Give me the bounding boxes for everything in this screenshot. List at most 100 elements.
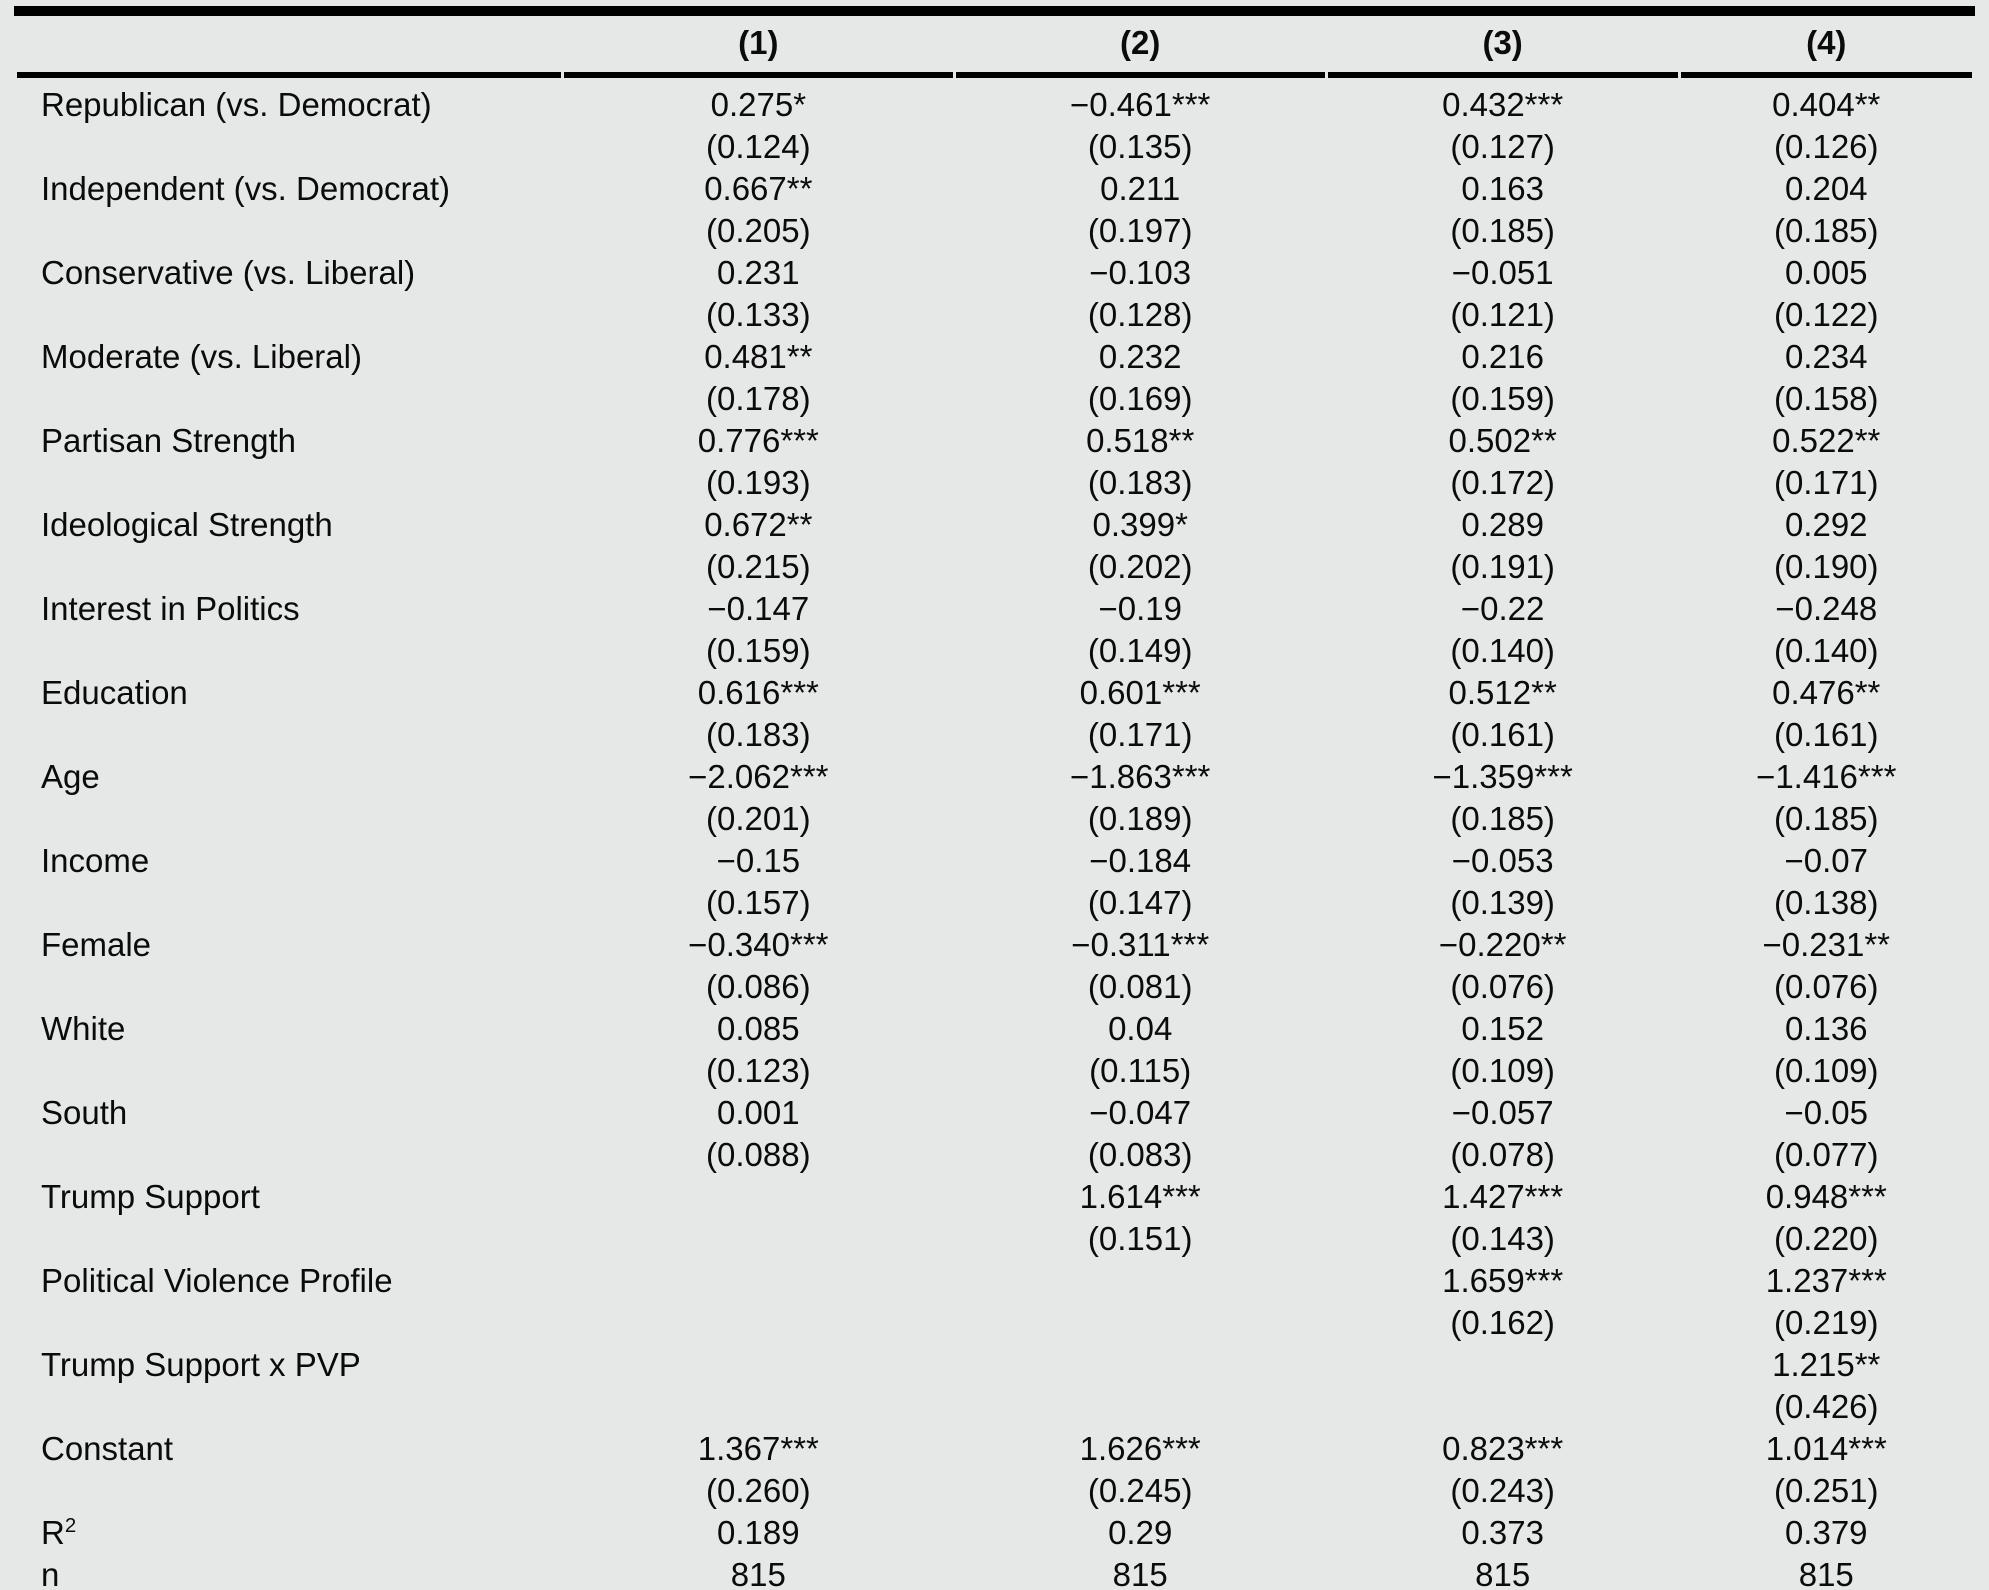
standard-error-value: (0.162) xyxy=(1450,1304,1555,1341)
standard-error-value: (0.185) xyxy=(1450,212,1555,249)
coefficient-value: 0.001 xyxy=(717,1094,800,1131)
standard-error-value: (0.201) xyxy=(706,800,811,837)
coefficient-value: 0.136 xyxy=(1784,1010,1868,1047)
standard-error-value: (0.123) xyxy=(706,1052,811,1089)
row-label: Conservative (vs. Liberal) xyxy=(41,254,416,291)
standard-error-value: (0.158) xyxy=(1773,380,1879,417)
standard-error-value: (0.157) xyxy=(706,884,811,921)
coefficient-value: 0.204 xyxy=(1784,170,1868,207)
row-label-spacer xyxy=(17,1218,561,1260)
coefficient-value xyxy=(564,1344,953,1386)
row-label-spacer xyxy=(17,966,561,1008)
row-label-spacer xyxy=(17,1470,561,1512)
standard-error-value: (0.251) xyxy=(1773,1472,1879,1509)
row-label: Constant xyxy=(41,1430,174,1467)
coefficient-value: −0.231** xyxy=(1762,926,1891,963)
row-label: Education xyxy=(41,674,188,711)
coefficient-row: Interest in Politics −0.147 −0.19 −0.22 −0.2… xyxy=(17,588,1972,630)
coefficient-value: 0.085 xyxy=(717,1010,800,1047)
row-label: Age xyxy=(41,758,100,795)
standard-error-value: (0.215) xyxy=(706,548,811,585)
coefficient-row: Conservative (vs. Liberal) 0.231 −0.103 −0.… xyxy=(17,252,1972,294)
standard-error-value: (0.172) xyxy=(1450,464,1555,501)
coefficient-value: 0.948*** xyxy=(1765,1178,1887,1215)
standard-error-value: (0.190) xyxy=(1773,548,1879,585)
coefficient-value: 1.215** xyxy=(1772,1346,1881,1383)
standard-error-row: (0.215) (0.202) (0.191) (0.190) xyxy=(17,546,1972,588)
coefficient-value: −0.220** xyxy=(1438,926,1567,963)
stat-label-text: R xyxy=(41,1514,65,1551)
standard-error-value xyxy=(1328,1386,1678,1428)
coefficient-value: 0.163 xyxy=(1461,170,1544,207)
coefficient-value: 1.427*** xyxy=(1442,1178,1564,1215)
coefficient-value: 1.614*** xyxy=(1079,1178,1201,1215)
standard-error-value: (0.109) xyxy=(1450,1052,1555,1089)
row-label: South xyxy=(41,1094,128,1131)
coefficient-value: 1.237*** xyxy=(1765,1262,1887,1299)
standard-error-value: (0.185) xyxy=(1773,800,1879,837)
stat-label-text: n xyxy=(41,1556,60,1590)
regression-table: (1) (2) (3) (4) Republican (vs. Democrat… xyxy=(14,16,1975,1590)
standard-error-row: (0.178) (0.169) (0.159) (0.158) xyxy=(17,378,1972,420)
coefficient-value: −2.062*** xyxy=(688,758,829,795)
standard-error-value: (0.081) xyxy=(1087,968,1193,1005)
standard-error-row: (0.205) (0.197) (0.185) (0.185) xyxy=(17,210,1972,252)
stat-value: 815 xyxy=(1475,1556,1531,1590)
standard-error-value: (0.115) xyxy=(1089,1052,1192,1089)
coefficient-value: −0.461*** xyxy=(1070,86,1211,123)
standard-error-row: (0.124) (0.135) (0.127) (0.126) xyxy=(17,126,1972,168)
column-header-model-4: (4) xyxy=(1680,16,1972,78)
coefficient-value: −0.340*** xyxy=(688,926,829,963)
standard-error-value: (0.151) xyxy=(1087,1220,1193,1257)
standard-error-value: (0.147) xyxy=(1087,884,1193,921)
coefficient-value: −0.103 xyxy=(1089,254,1192,291)
coefficient-row: Trump Support x PVP 1.215** xyxy=(17,1344,1972,1386)
row-label: Political Violence Profile xyxy=(41,1262,393,1299)
header-row: (1) (2) (3) (4) xyxy=(17,16,1972,78)
row-label-spacer xyxy=(17,1134,561,1176)
coefficient-value: 0.292 xyxy=(1784,506,1868,543)
standard-error-value: (0.169) xyxy=(1087,380,1193,417)
coefficient-row: Age −2.062*** −1.863*** −1.359*** −1.416*** xyxy=(17,756,1972,798)
stat-row: R2 0.189 0.29 0.373 0.379 xyxy=(17,1512,1972,1554)
standard-error-value: (0.197) xyxy=(1087,212,1193,249)
standard-error-value: (0.121) xyxy=(1450,296,1555,333)
standard-error-value: (0.077) xyxy=(1773,1136,1879,1173)
coefficient-value: −0.07 xyxy=(1784,842,1869,879)
coefficient-value: 0.476** xyxy=(1772,674,1881,711)
coefficient-value: 0.216 xyxy=(1461,338,1544,375)
row-label-spacer xyxy=(17,546,561,588)
stat-value: 0.29 xyxy=(1108,1514,1173,1551)
coefficient-value: 0.005 xyxy=(1784,254,1868,291)
coefficient-row: Trump Support 1.614*** 1.427*** 0.948*** xyxy=(17,1176,1972,1218)
coefficient-value: −0.311*** xyxy=(1071,926,1210,963)
row-label-spacer xyxy=(17,798,561,840)
coefficient-value xyxy=(564,1260,953,1302)
stat-value: 0.189 xyxy=(717,1514,800,1551)
row-label-spacer xyxy=(17,1302,561,1344)
stat-row: n 815 815 815 815 xyxy=(17,1554,1972,1590)
coefficient-value: −0.22 xyxy=(1460,590,1545,627)
coefficient-value xyxy=(1328,1344,1678,1386)
coefficient-value: −1.416*** xyxy=(1756,758,1897,795)
standard-error-row: (0.157) (0.147) (0.139) (0.138) xyxy=(17,882,1972,924)
standard-error-row: (0.133) (0.128) (0.121) (0.122) xyxy=(17,294,1972,336)
standard-error-value: (0.178) xyxy=(706,380,811,417)
standard-error-value: (0.149) xyxy=(1087,632,1193,669)
coefficient-row: Partisan Strength 0.776*** 0.518** 0.502** 0… xyxy=(17,420,1972,462)
standard-error-value: (0.189) xyxy=(1087,800,1193,837)
stat-value: 815 xyxy=(1798,1556,1854,1590)
standard-error-value: (0.183) xyxy=(706,716,811,753)
standard-error-row: (0.159) (0.149) (0.140) (0.140) xyxy=(17,630,1972,672)
standard-error-value: (0.083) xyxy=(1087,1136,1193,1173)
standard-error-row: (0.088) (0.083) (0.078) (0.077) xyxy=(17,1134,1972,1176)
standard-error-value: (0.138) xyxy=(1773,884,1879,921)
coefficient-value: 0.601*** xyxy=(1079,674,1201,711)
row-label-spacer xyxy=(17,126,561,168)
coefficient-value: −1.359*** xyxy=(1432,758,1573,795)
standard-error-value xyxy=(564,1386,953,1428)
standard-error-value: (0.193) xyxy=(706,464,811,501)
stat-label-superscript: 2 xyxy=(64,1514,77,1537)
coefficient-value: 0.776*** xyxy=(697,422,819,459)
coefficient-value: 0.667** xyxy=(704,170,813,207)
